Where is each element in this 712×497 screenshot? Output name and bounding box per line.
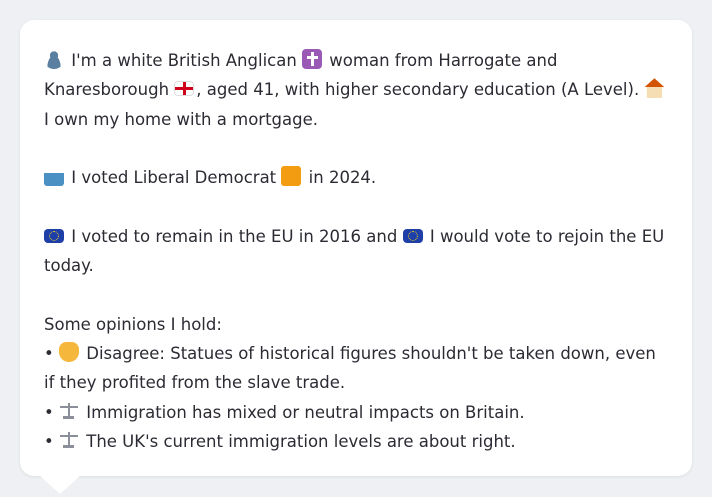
vote-text-b: in 2024. — [308, 168, 377, 188]
bullet: • — [44, 431, 54, 451]
person-silhouette-icon — [44, 49, 64, 69]
balance-scale-icon — [58, 429, 79, 450]
opinion-item: • The UK's current immigration levels ar… — [44, 427, 668, 456]
eu-paragraph: I voted to remain in the EU in 2016 and … — [44, 222, 668, 281]
eu-flag-icon — [402, 228, 423, 243]
orange-square-icon — [281, 166, 302, 187]
bubble-tail — [40, 476, 80, 494]
england-flag-icon — [174, 81, 195, 97]
bullet: • — [44, 343, 54, 363]
persona-message-bubble: I'm a white British Anglican woman from … — [20, 20, 692, 476]
opinion-text: Immigration has mixed or neutral impacts… — [86, 402, 525, 422]
intro-text-c: , aged 41, with higher secondary educati… — [196, 80, 640, 100]
intro-text-a: I'm a white British Anglican — [71, 51, 297, 70]
intro-text-d: I own my home with a mortgage. — [44, 109, 318, 129]
thumbs-down-icon — [58, 341, 79, 362]
opinion-text: Disagree: Statues of historical figures … — [44, 343, 656, 393]
opinion-item: • Disagree: Statues of historical figure… — [44, 339, 668, 398]
eu-text-a: I voted to remain in the EU in 2016 and — [71, 226, 398, 246]
latin-cross-icon — [302, 49, 323, 69]
opinion-item: • Immigration has mixed or neutral impac… — [44, 398, 668, 427]
intro-text-b: woman from Harrogate and Knaresborough — [44, 51, 558, 100]
eu-flag-icon — [44, 228, 64, 243]
house-icon — [644, 78, 665, 99]
intro-paragraph: I'm a white British Anglican woman from … — [44, 46, 668, 134]
opinions-heading: Some opinions I hold: — [44, 314, 222, 334]
bullet: • — [44, 402, 54, 422]
vote-paragraph: I voted Liberal Democrat in 2024. — [44, 163, 668, 192]
opinion-text: The UK's current immigration levels are … — [86, 431, 516, 451]
vote-text-a: I voted Liberal Democrat — [71, 168, 277, 188]
ballot-box-icon — [44, 166, 64, 187]
balance-scale-icon — [58, 400, 79, 421]
eu-text-b: I would vote to rejoin the EU today. — [44, 226, 665, 276]
